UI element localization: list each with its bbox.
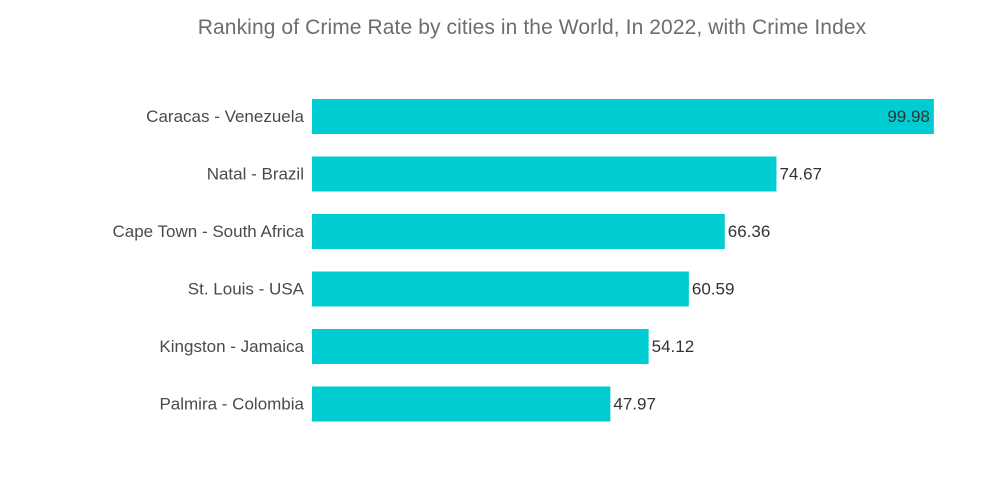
value-label: 66.36 [728,222,771,241]
bar [312,99,934,134]
value-label: 54.12 [652,337,695,356]
category-label: Natal - Brazil [207,165,304,184]
value-label: 60.59 [692,280,735,299]
category-label: Palmira - Colombia [159,395,304,414]
category-label: Caracas - Venezuela [146,107,304,126]
category-label: Kingston - Jamaica [159,337,304,356]
category-label: Cape Town - South Africa [112,222,304,241]
bar [312,386,611,422]
chart-title: Ranking of Crime Rate by cities in the W… [197,16,867,39]
value-label: 99.98 [887,107,930,126]
value-label: 74.67 [779,165,822,184]
bar [312,156,777,192]
value-label: 47.97 [613,395,656,414]
category-label: St. Louis - USA [188,280,305,299]
bar [312,214,725,249]
bar [312,271,689,307]
bar [312,329,649,364]
